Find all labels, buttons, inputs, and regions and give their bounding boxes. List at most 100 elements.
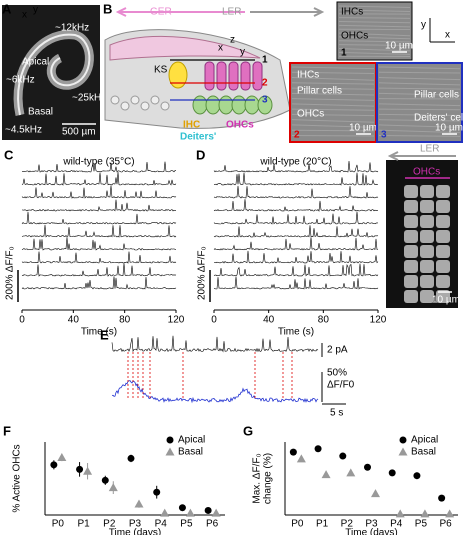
x-tick-label: P3	[365, 519, 378, 530]
marker	[57, 453, 67, 462]
texture	[291, 82, 375, 85]
cell	[436, 260, 450, 273]
nerve	[160, 101, 170, 111]
texture	[338, 5, 411, 8]
panel-label: F	[3, 423, 11, 438]
label: ~12kHz	[55, 23, 89, 34]
marker	[364, 463, 371, 471]
cell	[404, 185, 418, 198]
label: ~25kHz	[72, 93, 106, 104]
cell	[436, 215, 450, 228]
marker	[321, 470, 331, 479]
marker	[166, 436, 174, 444]
axis-label: 200% ΔF/F₀	[197, 246, 208, 300]
nerve	[140, 101, 150, 111]
arrow-ger	[115, 7, 245, 17]
texture	[291, 113, 375, 117]
ohc	[204, 61, 215, 91]
x-tick-label: P2	[341, 519, 354, 530]
texture	[378, 87, 461, 90]
cell	[404, 230, 418, 243]
x-tick-label: P4	[390, 519, 403, 530]
marker	[296, 454, 306, 463]
cell	[420, 290, 434, 303]
label: 10 µm	[385, 41, 413, 52]
nerve	[130, 95, 140, 105]
texture	[338, 40, 411, 43]
marker	[339, 452, 347, 460]
texture	[338, 24, 411, 28]
nerve	[120, 101, 130, 111]
marker	[399, 436, 407, 444]
marker	[178, 504, 186, 512]
trace	[21, 211, 177, 225]
marker	[108, 483, 118, 492]
label: Apical	[22, 57, 49, 68]
axis-label: change (%)	[263, 453, 274, 504]
cochlea-spiral-inner	[17, 33, 91, 116]
label: 10 µm	[349, 123, 377, 134]
texture	[378, 82, 461, 86]
marker	[153, 488, 161, 496]
legend-label: Apical	[411, 435, 438, 446]
nerve	[110, 95, 120, 105]
texture	[291, 119, 375, 123]
label: 3	[262, 95, 268, 106]
trace	[213, 250, 379, 264]
label: x	[22, 10, 27, 21]
axis-label: % Active OHCs	[12, 444, 23, 512]
label: y	[421, 20, 426, 31]
trace	[21, 263, 177, 277]
cell	[436, 290, 450, 303]
x-tick-label: P5	[180, 519, 193, 530]
axis-glyph	[429, 18, 455, 43]
texture	[338, 9, 411, 13]
texture	[291, 124, 375, 128]
marker	[346, 468, 356, 477]
label: 1	[262, 55, 268, 66]
ohc	[216, 61, 227, 91]
texture	[291, 134, 375, 137]
trace	[213, 237, 379, 251]
trace	[21, 237, 176, 251]
legend-label: Basal	[411, 447, 436, 458]
cell	[436, 200, 450, 213]
label: LER	[420, 144, 439, 155]
texture	[378, 129, 461, 134]
texture	[378, 71, 461, 74]
trace	[21, 251, 177, 264]
ohc	[252, 61, 263, 91]
x-tick-label: 0	[211, 315, 217, 326]
label: x	[218, 43, 223, 54]
panel-title: wild-type (20°C)	[259, 157, 331, 168]
marker	[413, 472, 421, 480]
micrograph	[376, 62, 463, 143]
legend-label: Apical	[178, 435, 205, 446]
label: ΔF/F0	[327, 380, 355, 391]
cell	[436, 185, 450, 198]
label: 2	[262, 78, 268, 89]
marker	[134, 499, 144, 508]
label: Pillar cells	[297, 86, 342, 97]
label: OHCs	[297, 109, 324, 120]
ohc	[240, 61, 251, 91]
label: 10 µm	[435, 123, 463, 134]
texture	[338, 32, 411, 37]
texture	[291, 77, 375, 81]
label: x	[445, 30, 450, 41]
deiters	[192, 95, 208, 115]
texture	[378, 134, 461, 137]
tectorial	[109, 35, 261, 61]
axis-label: Time (s)	[278, 327, 314, 338]
cell	[420, 230, 434, 243]
marker	[50, 461, 58, 469]
marker	[165, 447, 175, 456]
x-tick-label: P4	[155, 519, 168, 530]
texture	[291, 71, 375, 74]
cell	[404, 275, 418, 288]
cell	[436, 245, 450, 258]
cell	[420, 215, 434, 228]
deiters	[218, 95, 234, 115]
label: 3	[381, 130, 387, 141]
texture	[338, 48, 411, 52]
